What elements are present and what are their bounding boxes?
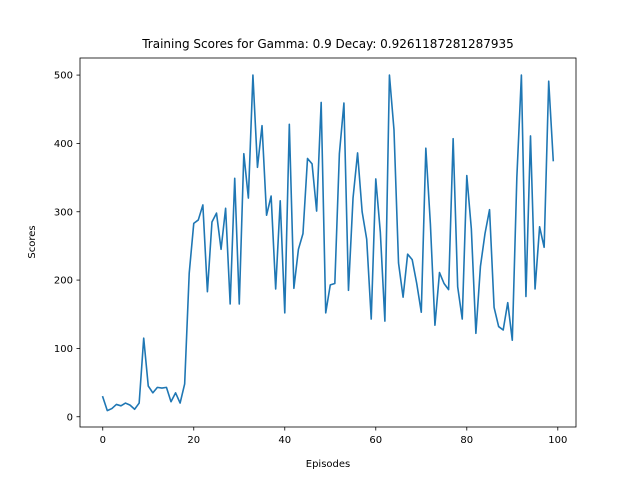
x-tick-label: 40 bbox=[278, 435, 291, 446]
chart-title: Training Scores for Gamma: 0.9 Decay: 0.… bbox=[141, 37, 514, 51]
y-tick-label: 0 bbox=[67, 412, 73, 423]
y-tick-label: 500 bbox=[54, 71, 73, 82]
x-tick-label: 100 bbox=[548, 435, 567, 446]
series-line bbox=[101, 74, 555, 412]
y-tick-label: 300 bbox=[54, 207, 73, 218]
y-tick-label: 200 bbox=[54, 276, 73, 287]
plot-frame bbox=[79, 57, 577, 428]
y-tick-label: 100 bbox=[54, 344, 73, 355]
x-axis-label: Episodes bbox=[306, 459, 350, 470]
x-tick-label: 20 bbox=[187, 435, 200, 446]
x-tick-label: 60 bbox=[369, 435, 382, 446]
y-tick-label: 400 bbox=[54, 139, 73, 150]
y-axis-label: Scores bbox=[27, 225, 38, 258]
x-tick-label: 0 bbox=[100, 435, 106, 446]
axis-ticks: 0 20 40 60 80 100 0 100 200 300 400 500 bbox=[54, 71, 567, 446]
x-tick-label: 80 bbox=[460, 435, 473, 446]
